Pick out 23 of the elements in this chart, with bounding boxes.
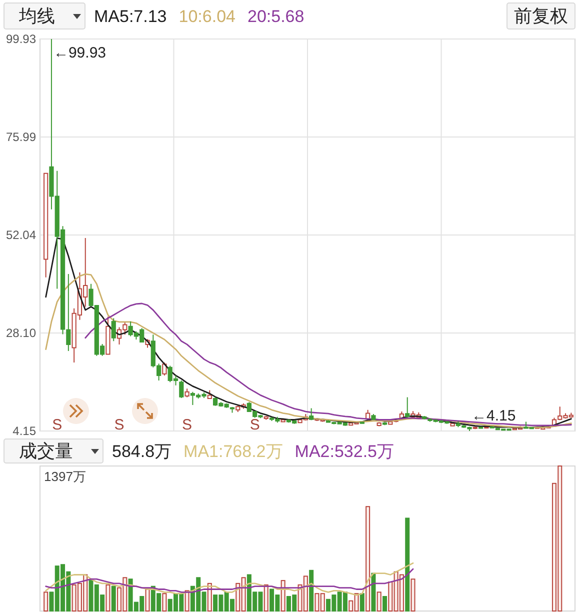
y-tick-label: 28.10 <box>6 326 36 340</box>
text: MA2:532.5万 <box>294 442 394 461</box>
y-tick-label: 99.93 <box>6 32 36 46</box>
text: 10:6.04 <box>178 7 236 26</box>
text: MA5:7.13 <box>94 7 167 26</box>
data-label: S <box>182 416 192 434</box>
text: MA1:768.2万 <box>184 442 283 461</box>
y-tick-label: 75.99 <box>6 130 36 144</box>
data-label: S <box>52 416 62 434</box>
legend-title: 均线 <box>18 6 55 26</box>
data-label: S <box>250 416 260 434</box>
button: 成交量 <box>4 438 104 464</box>
y-tick-label: 52.04 <box>6 228 36 242</box>
button: 均线 <box>4 2 86 30</box>
text: 584.8万 <box>112 442 172 461</box>
y-tick-label: 4.15 <box>12 424 36 438</box>
annotation: ←99.93 <box>53 44 106 62</box>
annotation: ←4.15 <box>471 408 516 424</box>
text: 20:5.68 <box>248 7 304 26</box>
legend-title: 成交量 <box>19 441 73 461</box>
annotation: 1397万 <box>44 469 86 484</box>
data-label: S <box>114 416 124 434</box>
button: 前复权 <box>506 2 576 30</box>
